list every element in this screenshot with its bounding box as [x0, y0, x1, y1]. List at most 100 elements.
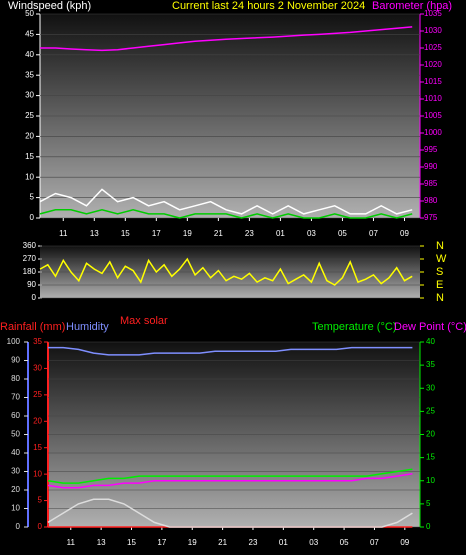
y-tick-label: 1025	[424, 43, 442, 52]
axis-title: Rainfall (mm)	[0, 321, 65, 333]
x-tick-label: 17	[157, 538, 166, 547]
y-tick-label: 1000	[424, 128, 442, 137]
y-tick-label: 90	[27, 280, 36, 289]
axis-title: Humidity	[66, 321, 109, 333]
axis-title: Windspeed (kph)	[8, 0, 91, 12]
series-line	[40, 26, 413, 52]
x-tick-label: 01	[279, 538, 288, 547]
y-tick-label: 20	[11, 485, 20, 494]
series-line	[39, 209, 413, 219]
y-tick-label: 15	[25, 152, 34, 161]
series-line	[47, 473, 413, 489]
y-tick-label: 30	[11, 467, 20, 476]
y-tick-label: 40	[25, 50, 34, 59]
y-tick-label: 985	[424, 179, 438, 188]
y-tick-label: 20	[426, 430, 435, 439]
y-tick-label: 80	[11, 374, 20, 383]
x-tick-label: 15	[121, 229, 130, 238]
y-tick-label: W	[436, 253, 447, 265]
y-tick-label: 20	[25, 132, 34, 141]
axis-title: Barometer (hpa)	[372, 0, 452, 12]
y-tick-label: 45	[25, 30, 34, 39]
x-tick-label: 03	[307, 229, 316, 238]
y-tick-label: 1010	[424, 94, 442, 103]
x-tick-label: 13	[97, 538, 106, 547]
y-tick-label: 5	[30, 193, 35, 202]
y-tick-label: 980	[424, 196, 438, 205]
y-tick-label: 360	[23, 241, 37, 250]
x-tick-label: 09	[400, 229, 409, 238]
chart-title: Current last 24 hours 2 November 2024	[172, 0, 365, 12]
x-tick-label: 09	[400, 538, 409, 547]
y-tick-label: 180	[23, 267, 37, 276]
y-tick-label: 0	[30, 213, 35, 222]
y-tick-label: 5	[38, 496, 43, 505]
y-tick-label: 10	[426, 476, 435, 485]
y-tick-label: 50	[11, 430, 20, 439]
y-tick-label: 1030	[424, 26, 442, 35]
y-tick-label: 1020	[424, 60, 442, 69]
x-tick-label: 23	[249, 538, 258, 547]
y-tick-label: 15	[33, 443, 42, 452]
y-tick-label: 35	[25, 70, 34, 79]
y-tick-label: 10	[11, 504, 20, 513]
series-label: Max solar	[120, 315, 168, 327]
y-tick-label: 100	[7, 337, 21, 346]
x-tick-label: 23	[245, 229, 254, 238]
y-tick-label: 990	[424, 162, 438, 171]
x-tick-label: 19	[188, 538, 197, 547]
series-line	[47, 468, 413, 484]
y-tick-label: 70	[11, 393, 20, 402]
axis-title: Temperature (°C)	[312, 321, 396, 333]
y-tick-label: 40	[11, 448, 20, 457]
x-tick-label: 05	[338, 229, 347, 238]
series-line	[39, 257, 413, 286]
series-label: Dew Point (°C)	[394, 321, 466, 333]
y-tick-label: 20	[33, 416, 42, 425]
y-tick-label: 15	[426, 453, 435, 462]
y-tick-label: 30	[426, 383, 435, 392]
y-tick-label: 0	[16, 522, 21, 531]
y-tick-label: 35	[426, 360, 435, 369]
y-tick-label: 1015	[424, 77, 442, 86]
y-tick-label: 10	[25, 172, 34, 181]
y-tick-label: 5	[426, 499, 431, 508]
y-tick-label: 0	[426, 522, 431, 531]
x-tick-label: 11	[59, 229, 68, 238]
y-tick-label: 1035	[424, 9, 442, 18]
y-tick-label: 0	[32, 293, 37, 302]
y-tick-label: 90	[11, 356, 20, 365]
y-tick-label: 25	[426, 406, 435, 415]
y-tick-label: 40	[426, 337, 435, 346]
series-line	[48, 346, 413, 356]
y-tick-label: 50	[25, 9, 34, 18]
x-tick-label: 05	[340, 538, 349, 547]
x-tick-label: 21	[214, 229, 223, 238]
x-tick-label: 07	[370, 538, 379, 547]
y-tick-label: 35	[33, 337, 42, 346]
y-tick-label: 60	[11, 411, 20, 420]
x-tick-label: 11	[67, 538, 76, 547]
x-tick-label: 17	[152, 229, 161, 238]
y-tick-label: 975	[424, 213, 438, 222]
x-tick-label: 07	[369, 229, 378, 238]
y-tick-label: 10	[33, 469, 42, 478]
y-tick-label: 270	[23, 254, 37, 263]
y-tick-label: 30	[25, 91, 34, 100]
x-tick-label: 15	[127, 538, 136, 547]
series-line	[39, 188, 413, 215]
x-tick-label: 13	[90, 229, 99, 238]
y-tick-label: S	[436, 266, 443, 278]
y-tick-label: 30	[33, 364, 42, 373]
y-tick-label: 25	[25, 111, 34, 120]
y-tick-label: 25	[33, 390, 42, 399]
series-line	[47, 498, 413, 528]
x-tick-label: 19	[183, 229, 192, 238]
x-tick-label: 03	[309, 538, 318, 547]
x-tick-label: 21	[218, 538, 227, 547]
y-tick-label: N	[436, 240, 444, 252]
y-tick-label: 995	[424, 145, 438, 154]
y-tick-label: 0	[38, 522, 43, 531]
x-tick-label: 01	[276, 229, 285, 238]
